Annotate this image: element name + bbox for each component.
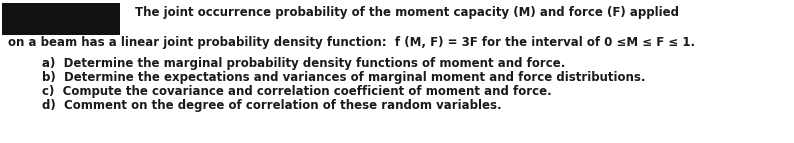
Text: c)  Compute the covariance and correlation coefficient of moment and force.: c) Compute the covariance and correlatio… — [42, 85, 552, 98]
Text: The joint occurrence probability of the moment capacity (M) and force (F) applie: The joint occurrence probability of the … — [135, 6, 679, 19]
Text: a)  Determine the marginal probability density functions of moment and force.: a) Determine the marginal probability de… — [42, 57, 565, 70]
Bar — [2, 3, 120, 35]
Text: b)  Determine the expectations and variances of marginal moment and force distri: b) Determine the expectations and varian… — [42, 71, 646, 84]
Text: d)  Comment on the degree of correlation of these random variables.: d) Comment on the degree of correlation … — [42, 99, 502, 112]
Text: on a beam has a linear joint probability density function:  f (M, F) = 3F for th: on a beam has a linear joint probability… — [8, 36, 695, 49]
